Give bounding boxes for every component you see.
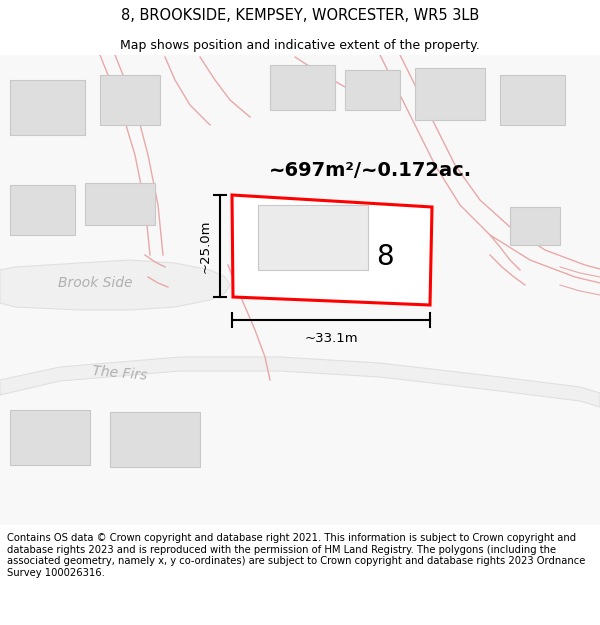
Text: ~25.0m: ~25.0m [199,219,212,272]
Polygon shape [100,75,160,125]
Text: Contains OS data © Crown copyright and database right 2021. This information is : Contains OS data © Crown copyright and d… [7,533,586,578]
Polygon shape [345,70,400,110]
Polygon shape [232,195,432,305]
Polygon shape [10,185,75,235]
Polygon shape [0,55,600,525]
Polygon shape [258,205,368,270]
Text: 8: 8 [376,243,394,271]
Polygon shape [415,68,485,120]
Polygon shape [0,260,230,310]
Text: 8, BROOKSIDE, KEMPSEY, WORCESTER, WR5 3LB: 8, BROOKSIDE, KEMPSEY, WORCESTER, WR5 3L… [121,8,479,23]
Polygon shape [500,75,565,125]
Text: ~33.1m: ~33.1m [304,332,358,345]
Polygon shape [110,412,200,467]
Polygon shape [10,410,90,465]
Polygon shape [10,80,85,135]
Polygon shape [85,183,155,225]
Text: ~697m²/~0.172ac.: ~697m²/~0.172ac. [268,161,472,179]
Text: Map shows position and indicative extent of the property.: Map shows position and indicative extent… [120,39,480,52]
Polygon shape [510,207,560,245]
Text: The Firs: The Firs [92,364,148,382]
Text: Brook Side: Brook Side [58,276,132,290]
Polygon shape [270,65,335,110]
Polygon shape [0,357,600,407]
